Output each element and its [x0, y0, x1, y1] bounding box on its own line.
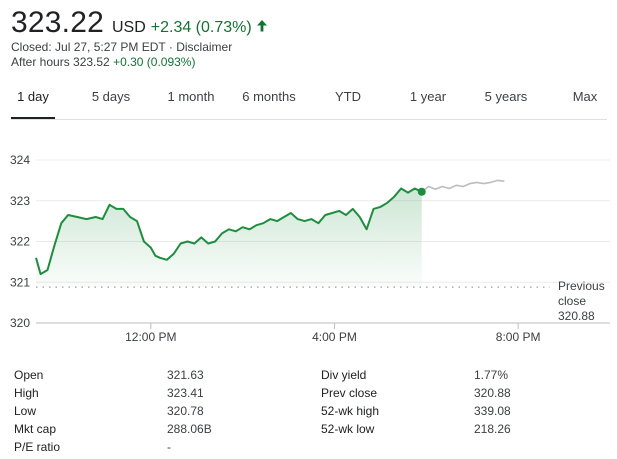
stat-label: Low	[14, 404, 37, 418]
stat-value: 320.78	[167, 404, 204, 418]
x-tick-label: 12:00 PM	[125, 330, 176, 344]
previous-close-label: Previous	[558, 279, 605, 293]
stat-value: -	[167, 440, 171, 454]
close-info: Closed: Jul 27, 5:27 PM EDT · Disclaimer	[11, 40, 611, 55]
tab-5-years[interactable]: 5 years	[484, 89, 528, 104]
stat-label: Div yield	[321, 368, 367, 382]
price-row: 323.22 USD +2.34 (0.73%)	[11, 6, 611, 40]
after-hours-label: After hours 323.52	[11, 55, 110, 69]
currency-label: USD	[111, 19, 146, 36]
x-tick-label: 4:00 PM	[312, 330, 357, 344]
price-change: +2.34 (0.73%)	[150, 19, 252, 36]
stat-value: 339.08	[474, 404, 511, 418]
x-tick-label: 8:00 PM	[496, 330, 541, 344]
after-hours-line	[421, 179, 505, 193]
y-tick-label: 321	[10, 275, 30, 289]
range-tabs: 1 day 5 days 1 month 6 months YTD 1 year…	[11, 79, 607, 120]
after-hours-info: After hours 323.52 +0.30 (0.093%)	[11, 55, 611, 70]
last-price-dot	[417, 187, 426, 196]
arrow-up-icon	[256, 19, 268, 37]
separator: ·	[165, 40, 177, 54]
quote-header: 323.22 USD +2.34 (0.73%) Closed: Jul 27,…	[11, 6, 611, 70]
y-tick-label: 320	[10, 316, 30, 330]
tab-5-days[interactable]: 5 days	[91, 89, 131, 104]
after-hours-change: +0.30 (0.093%)	[113, 55, 196, 69]
stat-value: 288.06B	[167, 422, 212, 436]
stat-label: High	[14, 386, 39, 400]
tab-1-year[interactable]: 1 year	[409, 89, 447, 104]
stat-value: 321.63	[167, 368, 204, 382]
y-tick-label: 322	[10, 235, 30, 249]
tab-1-month[interactable]: 1 month	[167, 89, 215, 104]
stat-label: Prev close	[321, 386, 378, 400]
y-tick-label: 323	[10, 194, 30, 208]
stat-value: 218.26	[474, 422, 511, 436]
stat-label: 52-wk low	[321, 422, 375, 436]
closed-time: Closed: Jul 27, 5:27 PM EDT	[11, 40, 166, 54]
previous-close-label: close	[558, 294, 586, 308]
stat-value: 320.88	[474, 386, 511, 400]
tab-1-day[interactable]: 1 day	[11, 79, 55, 119]
stat-label: 52-wk high	[321, 404, 380, 418]
tab-ytd[interactable]: YTD	[335, 89, 361, 104]
stat-label: P/E ratio	[14, 440, 61, 454]
regular-session-line	[35, 187, 423, 276]
previous-close-value: 320.88	[558, 309, 595, 323]
stat-value: 1.77%	[474, 368, 509, 382]
stat-label: Open	[14, 368, 44, 382]
disclaimer-link[interactable]: Disclaimer	[176, 40, 233, 54]
price-chart[interactable]: 324 323 322 321 320 12:00 PM 4:00 PM 8:00 PM Pre…	[0, 140, 617, 350]
stat-label: Mkt cap	[14, 422, 57, 436]
tab-6-months[interactable]: 6 months	[242, 89, 296, 104]
stat-value: 323.41	[167, 386, 204, 400]
tab-max[interactable]: Max	[572, 89, 598, 104]
current-price: 323.22	[11, 6, 104, 39]
y-tick-label: 324	[10, 153, 30, 167]
regular-session-area	[36, 188, 422, 288]
